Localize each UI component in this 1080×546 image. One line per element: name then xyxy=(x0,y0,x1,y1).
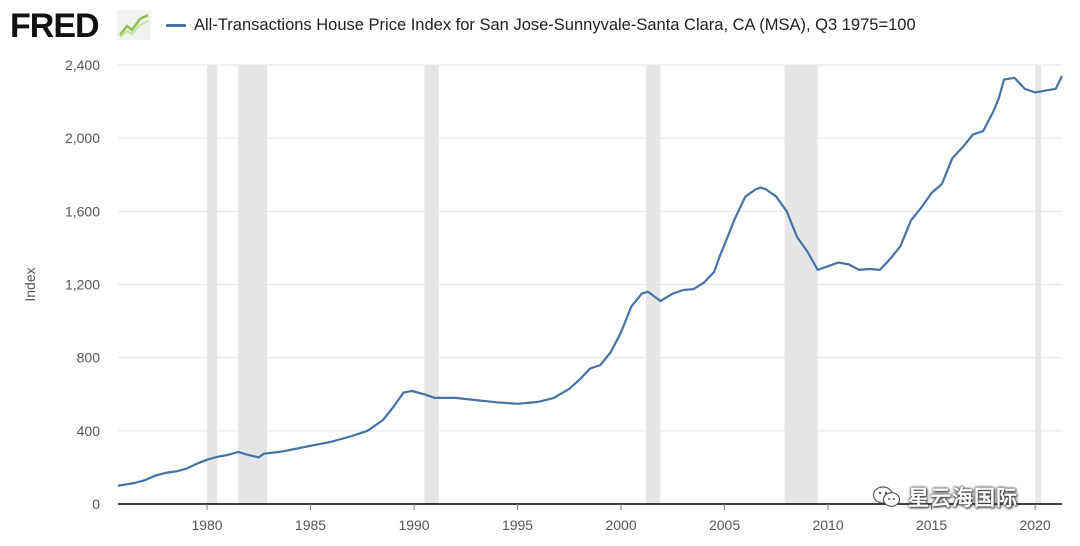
gridlines xyxy=(118,64,1062,432)
y-tick-label: 1,600 xyxy=(65,203,100,219)
x-tick-label: 1990 xyxy=(398,517,429,533)
y-tick-label: 1,200 xyxy=(65,277,100,293)
x-tick-label: 1995 xyxy=(502,517,533,533)
x-tick-label: 2020 xyxy=(1020,517,1051,533)
legend-swatch xyxy=(166,23,186,27)
y-axis-title-group: Index xyxy=(22,267,38,301)
wechat-icon xyxy=(872,486,901,507)
series-line xyxy=(117,75,1063,487)
legend-label: All-Transactions House Price Index for S… xyxy=(194,15,916,34)
series-layer xyxy=(117,75,1063,487)
y-tick-label: 400 xyxy=(77,423,101,439)
y-tick-label: 0 xyxy=(92,496,100,512)
chart-header: FRED All-Transactions House Price Index … xyxy=(0,0,1080,52)
axes: 1980 1985 1990 1995 2000 2005 2010 2015 2020 0 400… xyxy=(65,57,1062,533)
y-axis-title: Index xyxy=(22,267,38,301)
x-tick-label: 2000 xyxy=(605,517,636,533)
x-tick-label: 2005 xyxy=(709,517,740,533)
y-tick-label: 2,400 xyxy=(65,57,100,73)
legend: All-Transactions House Price Index for S… xyxy=(166,12,916,38)
y-tick-label: 800 xyxy=(77,350,101,366)
y-tick-label: 2,000 xyxy=(65,130,100,146)
x-tick-label: 2010 xyxy=(812,517,843,533)
x-tick-label: 2015 xyxy=(916,517,947,533)
x-tick-label: 1980 xyxy=(191,517,222,533)
fred-graph-icon xyxy=(117,10,151,40)
x-tick-label: 1985 xyxy=(295,517,326,533)
watermark: 星云海国际 xyxy=(872,482,1018,512)
watermark-text: 星云海国际 xyxy=(908,486,1018,510)
fred-logo: FRED xyxy=(10,7,100,45)
